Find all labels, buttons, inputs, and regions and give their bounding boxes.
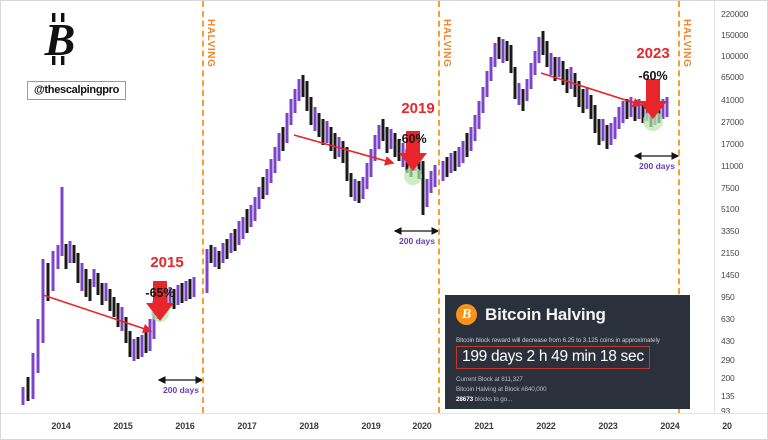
- ytick-19: 93: [721, 406, 731, 416]
- cycle-drawdown-2019: -60%: [397, 132, 427, 146]
- xtick-2014: 2014: [51, 421, 71, 431]
- accumulation-marker-2019: [404, 167, 422, 185]
- ytick-16: 290: [721, 355, 735, 365]
- blocks-to-go-count: 28673: [456, 395, 474, 403]
- xtick-truncated: 20: [722, 421, 732, 431]
- blocks-to-go-line: 28673 blocks to go...: [456, 395, 679, 405]
- cycle-year-2015: 2015: [150, 254, 184, 271]
- halving-line-2016: [202, 1, 204, 413]
- halving-line-2024: [678, 1, 680, 413]
- halving-label-2016: HALVING: [205, 19, 216, 68]
- ytick-11: 2150: [721, 248, 740, 258]
- ytick-4: 41000: [721, 95, 744, 105]
- downtrend-arrow-2015: [42, 294, 153, 334]
- ytick-18: 135: [721, 391, 735, 401]
- ytick-5: 27000: [721, 117, 744, 127]
- ytick-13: 950: [721, 292, 735, 302]
- ytick-0: 220000: [721, 9, 749, 19]
- ytick-8: 7500: [721, 183, 740, 193]
- ytick-10: 3350: [721, 226, 740, 236]
- widget-subtitle: Bitcoin block reward will decrease from …: [456, 337, 660, 344]
- cycle-drawdown-2023: -60%: [638, 69, 668, 83]
- accumulation-marker-2023: [643, 111, 663, 131]
- blocks-to-go-suffix: blocks to go...: [473, 395, 513, 403]
- cycle-year-2019: 2019: [401, 100, 435, 117]
- ytick-14: 630: [721, 314, 735, 324]
- svg-text:B: B: [44, 14, 76, 65]
- drawdown-arrow-2015: [146, 281, 174, 321]
- ytick-7: 11000: [721, 161, 744, 171]
- ytick-3: 65000: [721, 72, 744, 82]
- current-block-line: Current Block at 811,327: [456, 376, 523, 383]
- downtrend-arrow-2023: [540, 72, 643, 108]
- ytick-9: 5100: [721, 204, 740, 214]
- time-axis[interactable]: 2014 2015 2016 2017 2018 2019 2020 2021 …: [1, 413, 767, 439]
- halving-countdown-timer: 199 days 2 h 49 min 18 sec: [456, 346, 650, 369]
- cycle-duration-2015: 200 days: [163, 385, 199, 395]
- bitcoin-logo-icon: B: [44, 13, 76, 65]
- downtrend-arrow-2019: [293, 134, 395, 166]
- xtick-2017: 2017: [237, 421, 257, 431]
- xtick-2020: 2020: [412, 421, 432, 431]
- xtick-2021: 2021: [474, 421, 494, 431]
- price-axis[interactable]: 220000 150000 100000 65000 41000 27000 1…: [714, 1, 767, 416]
- bitcoin-coin-icon: B: [456, 304, 477, 325]
- brand-handle: @thescalpingpro: [27, 81, 127, 100]
- halving-line-2020: [438, 1, 440, 413]
- cycle-duration-2019: 200 days: [399, 236, 435, 246]
- drawdown-arrow-2023: [639, 79, 667, 119]
- xtick-2022: 2022: [536, 421, 556, 431]
- xtick-2016: 2016: [175, 421, 195, 431]
- price-candlestick-svg: [21, 31, 680, 405]
- widget-header: B Bitcoin Halving: [456, 304, 679, 325]
- downtrend-arrows: [42, 72, 643, 334]
- halving-block-line: Bitcoin Halving at Block #840,000: [456, 385, 547, 393]
- cycle-drawdown-2015: -65%: [145, 286, 175, 300]
- duration-brackets: [157, 152, 680, 384]
- cycle-year-2023: 2023: [636, 45, 670, 62]
- widget-title: Bitcoin Halving: [485, 304, 606, 324]
- xtick-2019: 2019: [361, 421, 381, 431]
- xtick-2018: 2018: [299, 421, 319, 431]
- drawdown-down-arrows: [146, 79, 667, 321]
- cycle-duration-2023: 200 days: [639, 161, 675, 171]
- ytick-6: 17000: [721, 139, 744, 149]
- ytick-15: 430: [721, 336, 735, 346]
- halving-label-2020: HALVING: [441, 19, 452, 68]
- halving-label-2024: HALVING: [681, 19, 692, 68]
- ytick-2: 100000: [721, 51, 749, 61]
- drawdown-arrow-2019: [399, 131, 427, 171]
- xtick-2023: 2023: [598, 421, 618, 431]
- bitcoin-halving-widget[interactable]: B Bitcoin Halving Bitcoin block reward w…: [445, 295, 690, 409]
- ytick-17: 200: [721, 373, 735, 383]
- xtick-2015: 2015: [113, 421, 133, 431]
- widget-block-info: Current Block at 811,327 Bitcoin Halving…: [456, 375, 679, 404]
- ytick-12: 1450: [721, 270, 740, 280]
- chart-plot-area[interactable]: HALVING HALVING HALVING 2015 -65% 200 da…: [1, 1, 717, 413]
- ytick-1: 150000: [721, 30, 749, 40]
- xtick-2024: 2024: [660, 421, 680, 431]
